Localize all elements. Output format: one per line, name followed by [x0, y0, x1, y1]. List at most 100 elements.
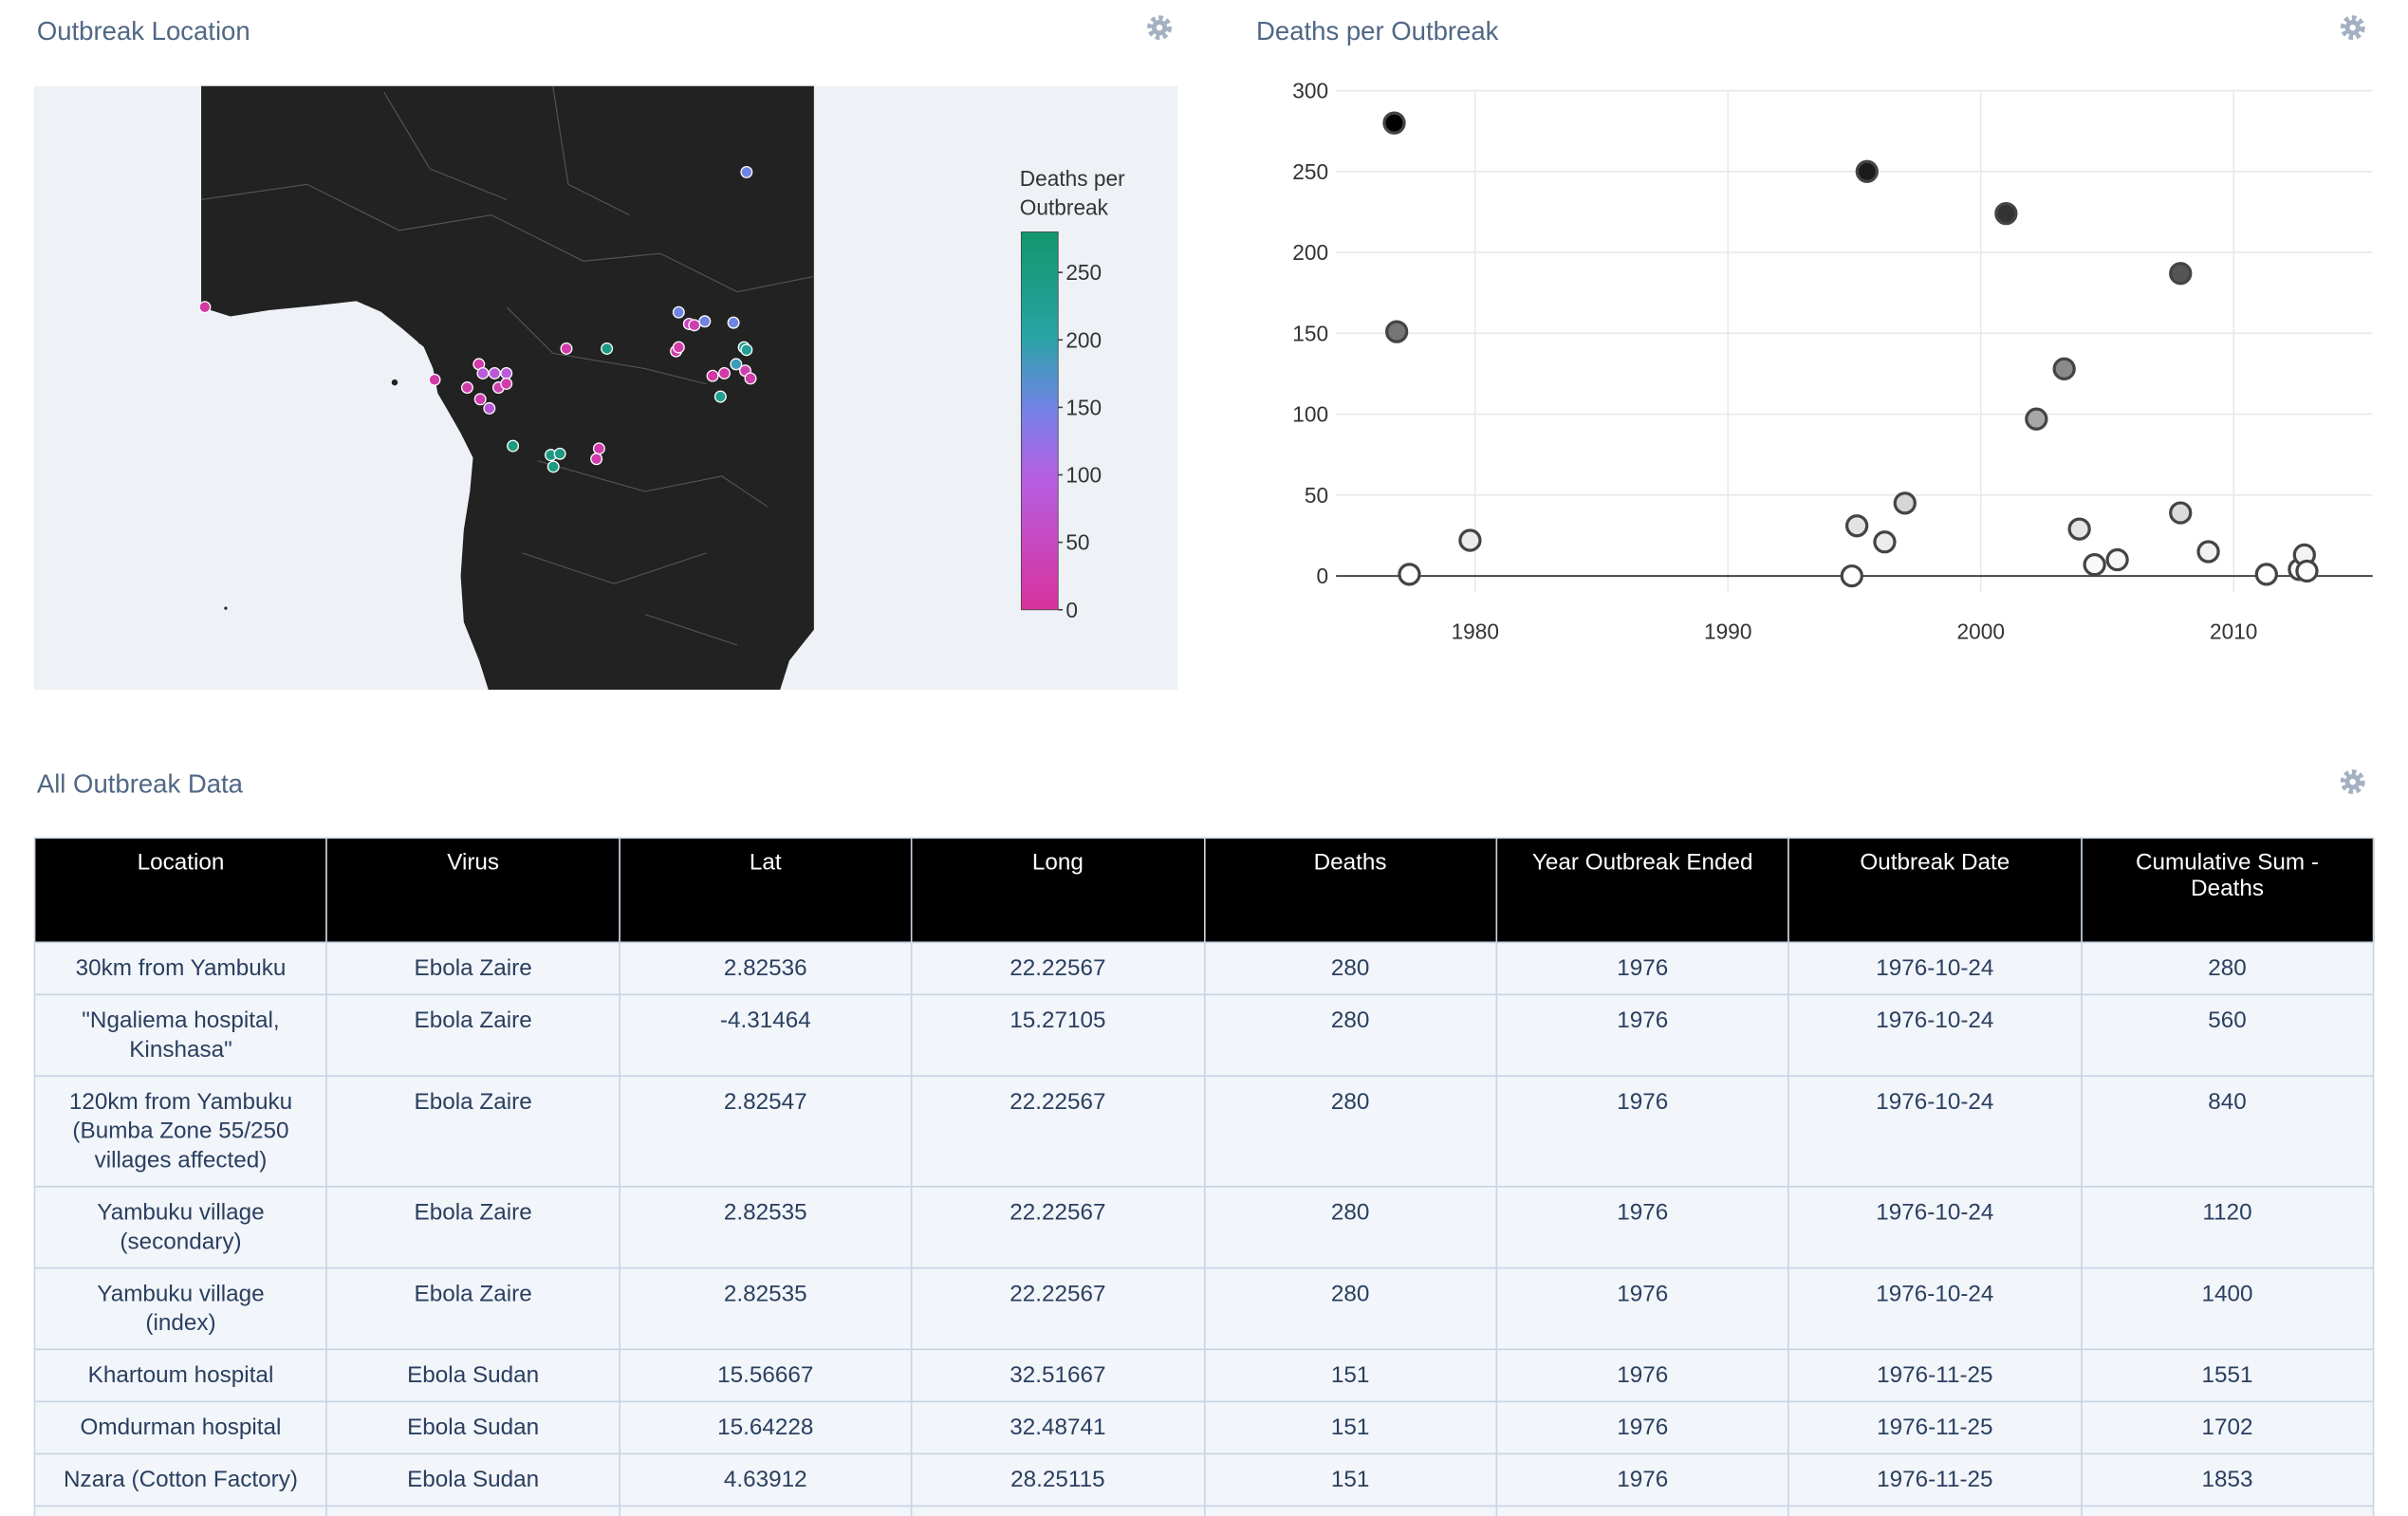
table-row: Yambuku village (index) Ebola Zaire 2.8253… [33, 1266, 2375, 1351]
table-cell: 1976 [1495, 1505, 1790, 1516]
table-row: Yambuku village (secondary) Ebola Zaire 2.… [33, 1185, 2375, 1269]
outbreak-point [713, 390, 727, 403]
table-cell: 32.51667 [911, 1348, 1205, 1403]
column-header: Location [33, 837, 328, 944]
table-cell: Ebola Zaire [325, 1185, 621, 1269]
island [417, 338, 424, 344]
table-cell: 2004 [2080, 1505, 2375, 1516]
column-header: Deaths [1203, 837, 1497, 944]
y-tick-label: 300 [1292, 79, 1328, 103]
table-cell: 1976-10-24 [1787, 1266, 2083, 1351]
colorbar-tick-label: 100 [1065, 463, 1102, 488]
table-cell: Juba hospital [33, 1505, 328, 1516]
table-cell: 1976 [1495, 1185, 1790, 1269]
colorbar [1020, 231, 1059, 611]
table-cell: Yambuku village (index) [33, 1266, 328, 1351]
outbreak-point [727, 316, 740, 329]
map-points [198, 165, 757, 473]
data-point [2105, 547, 2129, 572]
data-point [1893, 491, 1917, 515]
data-point [2169, 262, 2193, 286]
table-cell: 2.82535 [618, 1266, 913, 1351]
table-cell: 1976-11-25 [1787, 1400, 2083, 1455]
table-cell: 280 [1203, 941, 1497, 996]
data-point [2169, 501, 2193, 525]
table-cell: 151 [1203, 1348, 1497, 1403]
outbreak-point [601, 342, 614, 355]
table-cell: 1976-11-25 [1787, 1452, 2083, 1507]
table-cell: -4.31464 [618, 993, 913, 1077]
column-header: Cumulative Sum - Deaths [2080, 837, 2375, 944]
outbreak-point [473, 393, 487, 406]
table-cell: 151 [1203, 1452, 1497, 1507]
table-cell: Nzara (Cotton Factory) [33, 1452, 328, 1507]
table-cell: "Ngaliema hospital, Kinshasa" [33, 993, 328, 1077]
table-cell: 1976 [1495, 993, 1790, 1077]
settings-icon[interactable] [2340, 15, 2365, 41]
data-point [2067, 517, 2091, 541]
table-cell: 32.48741 [911, 1400, 1205, 1455]
table-cell: 22.22567 [911, 1185, 1205, 1269]
y-tick-label: 200 [1292, 240, 1328, 265]
outbreak-point [730, 358, 743, 371]
data-point [1458, 528, 1482, 552]
table-row: "Ngaliema hospital, Kinshasa" Ebola Zaire… [33, 993, 2375, 1077]
table-cell: Khartoum hospital [33, 1348, 328, 1403]
table-cell: 1976 [1495, 1452, 1790, 1507]
data-point [2083, 553, 2106, 577]
table-cell: 1976-10-24 [1787, 1185, 2083, 1269]
table-cell: 1976-10-24 [1787, 1075, 2083, 1188]
table-cell: 280 [1203, 1266, 1497, 1351]
outbreak-point [740, 165, 753, 178]
y-tick-label: 100 [1292, 402, 1328, 427]
table-cell: 22.22567 [911, 1266, 1205, 1351]
outbreak-point [428, 373, 441, 386]
outbreak-point [560, 342, 573, 355]
island [391, 379, 398, 386]
outbreak-point [590, 453, 603, 466]
data-table: Location Virus Lat Long Deaths Year Outbreak … [33, 837, 2375, 1516]
settings-icon[interactable] [2340, 769, 2365, 795]
data-point [1840, 564, 1863, 588]
x-tick-label: 1980 [1452, 619, 1499, 644]
data-point [2295, 559, 2319, 583]
data-point [1382, 111, 1406, 135]
table-cell: 2.82536 [618, 941, 913, 996]
outbreak-point [740, 343, 753, 357]
table-cell: 2.82547 [618, 1075, 913, 1188]
table-cell: 1976-10-24 [1787, 993, 2083, 1077]
y-tick-label: 250 [1292, 159, 1328, 184]
table-cell: Ebola Zaire [325, 1075, 621, 1188]
table-row: 120km from Yambuku (Bumba Zone 55/250 vi… [33, 1075, 2375, 1188]
data-point [2196, 540, 2220, 564]
data-point [1385, 320, 1409, 343]
scatter-title: Deaths per Outbreak [1256, 16, 1499, 46]
table-cell: 280 [1203, 1185, 1497, 1269]
outbreak-point [672, 341, 685, 354]
table-cell: 1702 [2080, 1400, 2375, 1455]
table-cell: 22.22567 [911, 941, 1205, 996]
column-header: Virus [325, 837, 621, 944]
table-cell: Ebola Zaire [325, 941, 621, 996]
y-tick-label: 150 [1292, 321, 1328, 345]
table-cell: 1551 [2080, 1348, 2375, 1403]
table-row: 30km from Yambuku Ebola Zaire 2.82536 22.22… [33, 941, 2375, 996]
table-cell: 151 [1203, 1400, 1497, 1455]
table-cell: 1976-10-24 [1787, 941, 2083, 996]
outbreak-point [553, 447, 566, 460]
data-point [2254, 563, 2278, 586]
settings-icon[interactable] [1147, 15, 1173, 41]
table-container: Location Virus Lat Long Deaths Year Outbreak … [33, 837, 2375, 1516]
colorbar-tick-label: 250 [1065, 260, 1102, 285]
y-tick-label: 0 [1316, 564, 1328, 588]
column-header: Year Outbreak Ended [1495, 837, 1790, 944]
table-cell: 28.25115 [911, 1452, 1205, 1507]
outbreak-point [546, 460, 560, 473]
data-point [2052, 357, 2076, 380]
outbreak-point [483, 401, 496, 415]
table-cell: 280 [1203, 993, 1497, 1077]
table-row: Khartoum hospital Ebola Sudan 15.56667 32.5… [33, 1348, 2375, 1403]
outbreak-point [717, 366, 731, 379]
x-tick-label: 2000 [1957, 619, 2005, 644]
